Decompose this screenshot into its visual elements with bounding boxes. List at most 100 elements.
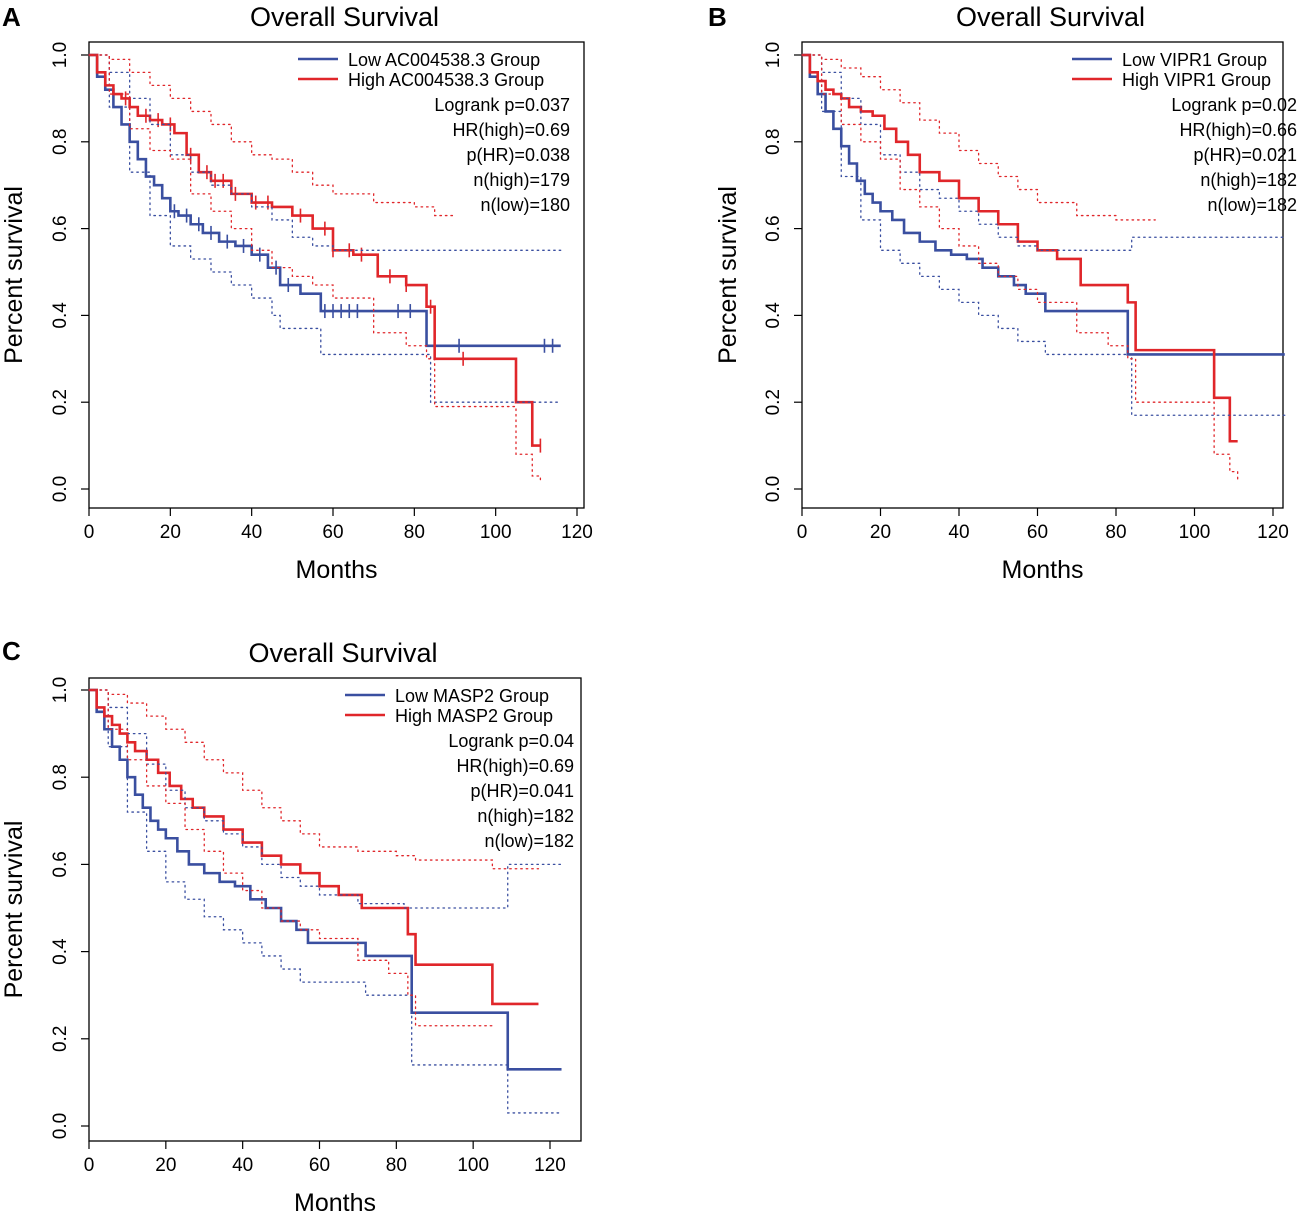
y-tick-label: 0.2	[50, 1026, 71, 1052]
ci-path	[88, 689, 563, 1114]
confidence-band-line	[88, 689, 563, 909]
stat-label: p(HR)=0.038	[466, 145, 570, 165]
panel-c: C Overall Survival 0.0 0.2 0.4 0.6 0.8 1.0 0 20 4…	[0, 636, 600, 1225]
x-tick-label: 120	[1257, 522, 1289, 543]
curve-path	[89, 53, 561, 348]
y-axis-label: Percent survival	[0, 821, 28, 999]
y-tick-label: 1.0	[50, 42, 71, 68]
chart-title: Overall Survival	[956, 2, 1145, 32]
panel-label: C	[2, 636, 21, 666]
confidence-band-line	[88, 54, 542, 481]
y-axis-label: Percent survival	[0, 186, 28, 364]
y-tick-label: 0.6	[50, 215, 71, 241]
stat-label: p(HR)=0.021	[1193, 145, 1297, 165]
y-tick-label: 0.2	[763, 389, 784, 415]
curve-path	[802, 53, 1238, 443]
y-tick-label: 0.8	[763, 129, 784, 155]
x-tick-label: 0	[797, 522, 808, 543]
survival-curve	[88, 688, 562, 1071]
x-tick-label: 60	[322, 522, 343, 543]
stat-label: p(HR)=0.041	[470, 781, 574, 801]
panel-label: B	[708, 2, 727, 32]
y-tick-label: 0.0	[50, 476, 71, 502]
x-tick-label: 0	[84, 1155, 95, 1176]
panel-label: A	[2, 2, 21, 32]
x-tick-label: 20	[155, 1155, 176, 1176]
x-tick-label: 0	[84, 522, 95, 543]
y-axis-label: Percent survival	[714, 186, 742, 364]
plot-frame	[801, 41, 1284, 509]
y-tick-label: 1.0	[50, 677, 71, 703]
confidence-band-line	[801, 54, 1239, 481]
stat-label: HR(high)=0.66	[1179, 120, 1297, 140]
x-tick-label: 60	[309, 1155, 330, 1176]
curve-path	[802, 53, 1285, 356]
stat-label: n(high)=179	[473, 170, 570, 190]
y-tick-label: 0.8	[50, 129, 71, 155]
ci-path	[88, 54, 562, 251]
confidence-band-line	[801, 54, 1286, 251]
ci-path	[88, 689, 563, 909]
ci-path	[88, 689, 540, 870]
confidence-band-line	[88, 54, 562, 251]
legend-label: Low AC004538.3 Group	[348, 50, 540, 70]
curve-path	[89, 688, 539, 1006]
confidence-band-line	[88, 54, 562, 403]
survival-chart-a: Overall Survival 0.0 0.2 0.4 0.6 0.8 1.0 0 20 40 6…	[0, 2, 593, 584]
y-tick-label: 0.4	[763, 302, 784, 329]
survival-curve	[801, 53, 1285, 356]
x-tick-label: 100	[480, 522, 512, 543]
x-tick-label: 20	[870, 522, 891, 543]
confidence-band-line	[801, 54, 1156, 221]
x-tick-label: 80	[386, 1155, 407, 1176]
confidence-band-line	[88, 689, 563, 1114]
curve-path	[89, 688, 562, 1071]
panel-a: A Overall Survival 0.0 0.2 0.4 0.6 0.8 1.0 0 20 4…	[0, 0, 600, 600]
plot-frame	[88, 677, 582, 1142]
stat-label: n(high)=182	[1200, 170, 1297, 190]
x-tick-label: 100	[457, 1155, 489, 1176]
stat-label: Logrank p=0.02	[1171, 95, 1297, 115]
x-tick-label: 20	[160, 522, 181, 543]
x-tick-label: 40	[241, 522, 262, 543]
y-tick-label: 0.6	[763, 215, 784, 241]
x-tick-label: 40	[948, 522, 969, 543]
y-tick-label: 0.4	[50, 938, 71, 965]
y-tick-label: 1.0	[763, 42, 784, 68]
ci-path	[88, 54, 542, 481]
x-tick-label: 100	[1179, 522, 1211, 543]
x-tick-label: 80	[404, 522, 425, 543]
ci-path	[801, 54, 1156, 221]
x-tick-label: 120	[561, 522, 593, 543]
chart-title: Overall Survival	[248, 638, 437, 668]
y-tick-label: 0.8	[50, 764, 71, 790]
y-tick-label: 0.0	[763, 476, 784, 502]
stat-label: n(high)=182	[477, 806, 574, 826]
legend-label: High MASP2 Group	[395, 706, 553, 726]
ci-path	[801, 54, 1286, 251]
ci-path	[88, 54, 456, 217]
x-tick-label: 40	[232, 1155, 253, 1176]
confidence-band-line	[88, 54, 456, 217]
ci-path	[88, 54, 562, 403]
confidence-band-line	[88, 689, 540, 870]
survival-chart-b: Overall Survival 0.0 0.2 0.4 0.6 0.8 1.0 0 20 40 6…	[714, 2, 1297, 584]
ci-path	[88, 689, 494, 1027]
y-tick-label: 0.0	[50, 1113, 71, 1139]
stat-label: Logrank p=0.037	[434, 95, 570, 115]
ci-path	[801, 54, 1239, 481]
x-axis-label: Months	[296, 556, 378, 584]
y-tick-label: 0.6	[50, 851, 71, 877]
legend-label: High AC004538.3 Group	[348, 70, 544, 90]
ci-path	[801, 54, 1286, 416]
y-tick-label: 0.2	[50, 389, 71, 415]
stat-label: n(low)=180	[480, 195, 570, 215]
survival-chart-c: Overall Survival 0.0 0.2 0.4 0.6 0.8 1.0 0 20 40 6…	[0, 638, 582, 1217]
stat-label: n(low)=182	[484, 831, 574, 851]
stat-label: n(low)=182	[1207, 195, 1297, 215]
legend-label: High VIPR1 Group	[1122, 70, 1271, 90]
chart-title: Overall Survival	[250, 2, 439, 32]
legend-label: Low VIPR1 Group	[1122, 50, 1267, 70]
